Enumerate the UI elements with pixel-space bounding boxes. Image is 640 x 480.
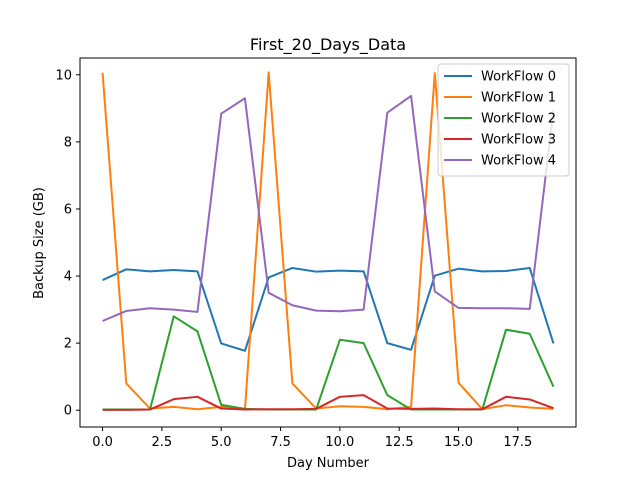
y-tick-label: 8 [64,135,72,150]
y-tick-label: 4 [64,270,72,285]
y-tick-label: 0 [64,404,72,419]
series-line-workflow-4 [102,94,555,322]
series-line-workflow-0 [102,266,555,352]
legend: WorkFlow 0 WorkFlow 1 WorkFlow 2 WorkFlow 3… [437,63,570,177]
series-line-workflow-3 [102,394,554,411]
x-tick-label: 2.5 [152,435,173,450]
chart-title: First_20_Days_Data [250,35,406,55]
legend-label-workflow-2: WorkFlow 2 [481,112,556,127]
axes-frame [79,57,577,428]
x-tick-label: 17.5 [503,435,532,450]
plot-area: 0.0 2.5 5.0 7.5 10.0 12.5 15.0 17.5 0 2 4 6 8 10 [55,57,577,450]
y-axis-label: Backup Size (GB) [32,187,47,299]
x-tick-label: 15.0 [444,435,473,450]
y-tick-label: 6 [64,202,72,217]
legend-label-workflow-1: WorkFlow 1 [481,91,556,106]
legend-label-workflow-3: WorkFlow 3 [481,133,556,148]
legend-label-workflow-4: WorkFlow 4 [481,154,556,169]
x-tick-label: 7.5 [270,435,291,450]
x-tick-label: 5.0 [211,435,232,450]
legend-box [437,63,570,177]
x-axis-label: Day Number [287,456,370,471]
y-tick-label: 10 [55,68,72,83]
y-tick-label: 2 [64,337,72,352]
x-tick-label: 12.5 [385,435,414,450]
x-tick-label: 10.0 [325,435,354,450]
legend-label-workflow-0: WorkFlow 0 [481,70,556,85]
x-tick-label: 0.0 [92,435,113,450]
series-line-workflow-1 [101,71,554,411]
